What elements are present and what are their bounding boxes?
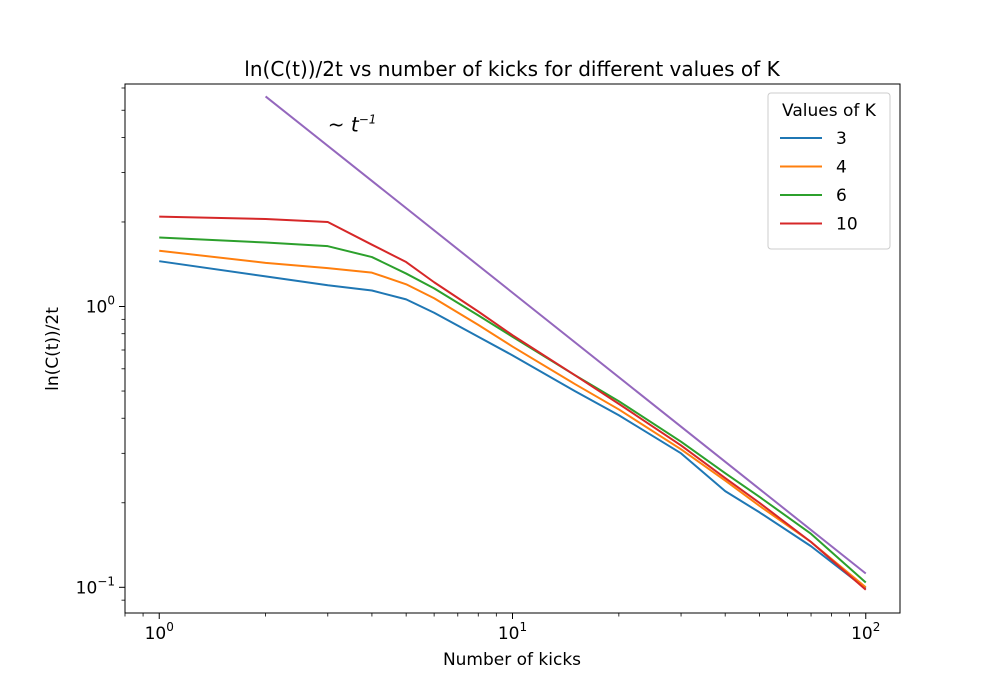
x-axis-label: Number of kicks — [443, 650, 581, 670]
legend-label-K10: 10 — [836, 215, 858, 235]
series-line-K10 — [159, 215, 867, 591]
x-tick-label: 101 — [498, 620, 527, 644]
series-line-K6 — [159, 236, 867, 584]
annotation-label: ~ t−1 — [328, 112, 377, 136]
reference-line — [264, 95, 867, 575]
y-tick-label: 100 — [86, 294, 115, 318]
x-tick-label: 102 — [851, 620, 880, 644]
y-axis-label: ln(C(t))/2t — [43, 307, 63, 391]
y-tick-label: 10−1 — [76, 574, 115, 598]
x-tick-label: 100 — [145, 620, 174, 644]
legend-title: Values of K — [782, 101, 877, 121]
legend-label-K3: 3 — [836, 129, 847, 149]
legend-label-K6: 6 — [836, 186, 847, 206]
series-line-K4 — [159, 249, 867, 589]
series-line-K3 — [159, 260, 867, 590]
legend-box — [767, 92, 891, 250]
legend-label-K4: 4 — [836, 158, 847, 178]
chart-title: ln(C(t))/2t vs number of kicks for diffe… — [244, 57, 780, 81]
